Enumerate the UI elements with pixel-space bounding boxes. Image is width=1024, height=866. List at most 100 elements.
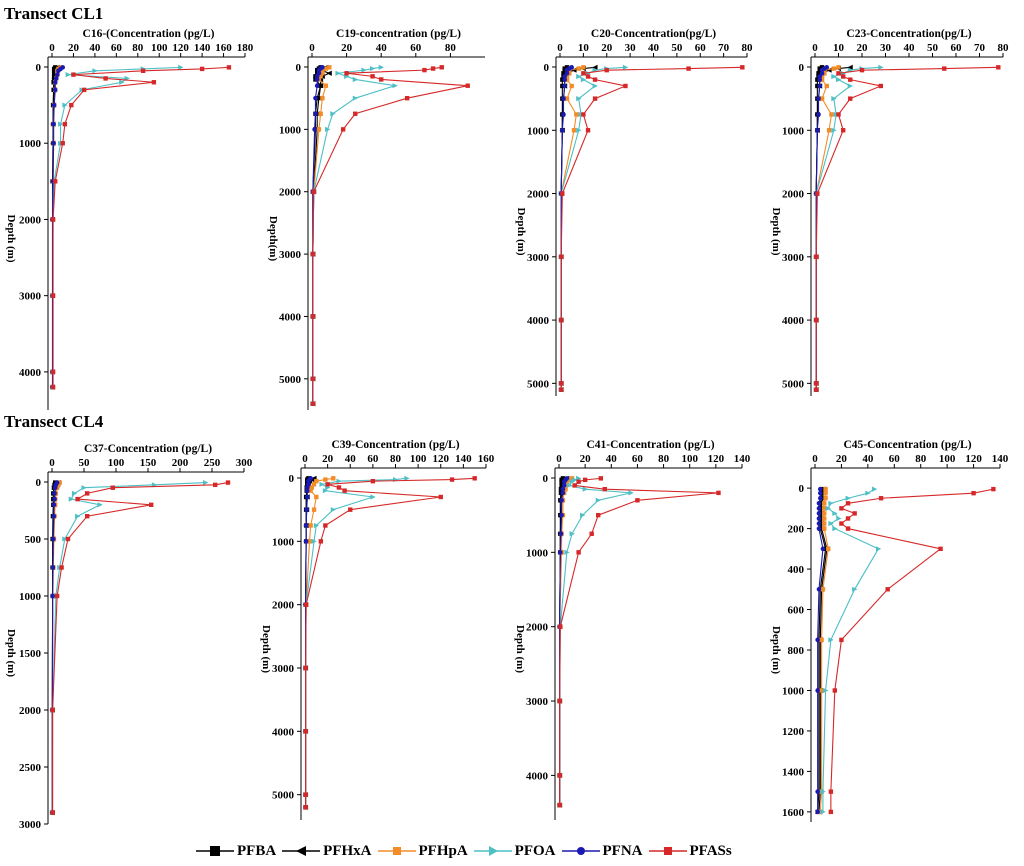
data-point-pfass (596, 512, 601, 518)
y-tick-label: 2000 (526, 622, 549, 634)
data-point-pfhpa (311, 507, 317, 512)
y-tick-label: 3000 (527, 252, 550, 264)
data-point-pfoa (836, 77, 842, 83)
data-point-pfna (564, 67, 570, 73)
data-point-pfass (848, 77, 853, 82)
series-line-pfass (560, 66, 743, 390)
data-point-pfass (971, 490, 976, 496)
y-tick-label: 1000 (19, 591, 42, 603)
data-point-pfhpa (819, 688, 824, 693)
chart-c4: C37-Concentration (pg/L) 0 50 100 150 200 250 3… (5, 443, 253, 831)
data-point-pfhpa (822, 501, 827, 506)
data-point-pfass (602, 486, 607, 492)
data-point-pfhxa (592, 64, 598, 70)
data-point-pfoa (828, 520, 834, 527)
data-point-pfass (558, 387, 564, 392)
x-tick-label: 20 (322, 453, 334, 465)
data-point-pfass (585, 74, 591, 79)
data-point-pfhpa (318, 111, 323, 116)
data-point-pfass (140, 68, 146, 74)
y-tick-label: 0 (544, 62, 550, 74)
data-point-pfna (303, 539, 309, 544)
data-point-pfna (52, 79, 58, 85)
x-tick-label: 120 (433, 453, 450, 465)
data-point-pfass (103, 76, 108, 81)
data-point-pfoa (370, 494, 376, 500)
series-line-pfoa (51, 482, 206, 813)
y-tick-label: 4000 (19, 367, 42, 379)
data-point-pfna (816, 511, 822, 516)
legend: PFBA PFHxA PFHpA PFOA PFNA PFASs (196, 840, 738, 862)
data-point-pfass (303, 805, 308, 810)
data-point-pfna (816, 526, 822, 531)
y-tick-label: 500 (25, 534, 42, 546)
x-tick-label: 140 (194, 42, 211, 54)
x-tick-label: 100 (939, 453, 956, 465)
legend-item-pfba: PFBA (196, 843, 276, 860)
data-point-pfass (449, 477, 455, 482)
data-point-pfna (312, 127, 317, 132)
chart-c7: C45-Concentration (pg/L) 0 20 40 60 80 100 120 1… (770, 439, 1009, 822)
series-line-pfoa (305, 477, 407, 808)
legend-item-pfhpa: PFHpA (377, 843, 468, 860)
data-point-pfass (832, 688, 838, 693)
x-tick-label: 140 (455, 453, 472, 465)
chart-title: C45-Concentration (pg/L) (843, 439, 971, 451)
data-point-pfass (53, 179, 58, 184)
data-point-pfoa (566, 482, 573, 489)
data-point-pfoa (352, 95, 359, 101)
data-point-pfass (592, 77, 598, 82)
y-tick-label: 3000 (19, 819, 42, 831)
y-axis-label: Depth (m) (260, 625, 272, 673)
data-point-pfass (845, 516, 851, 521)
x-tick-label: 60 (111, 42, 123, 54)
data-point-pfoa (875, 546, 882, 552)
data-point-pfoa (311, 538, 317, 544)
data-point-pfass (303, 729, 308, 734)
y-tick-label: 0 (36, 62, 42, 74)
data-point-pfoa (595, 497, 602, 503)
data-point-pfna (303, 523, 309, 528)
x-tick-label: 0 (812, 453, 818, 465)
data-point-pfoa (580, 77, 587, 83)
data-point-pfass (71, 72, 76, 77)
data-point-pfass (581, 71, 586, 76)
data-point-pfass (54, 593, 60, 599)
data-point-pfass (623, 83, 628, 89)
x-tick-label: 20 (580, 453, 592, 465)
y-tick-label: 1000 (782, 125, 805, 137)
data-point-pfoa (325, 126, 331, 132)
data-point-pfass (85, 514, 90, 519)
data-point-pfass (878, 496, 884, 501)
data-point-pfhpa (822, 521, 827, 526)
data-point-pfna (562, 74, 567, 79)
y-tick-label: 1400 (782, 766, 805, 778)
x-tick-label: 250 (204, 457, 221, 469)
data-point-pfna (816, 112, 821, 117)
x-tick-label: 160 (478, 453, 495, 465)
data-point-pfna (816, 506, 822, 511)
y-tick-label: 3000 (782, 252, 805, 264)
series-line-pfass (559, 477, 719, 806)
data-point-pfass (430, 66, 436, 71)
x-tick-label: 40 (606, 453, 618, 465)
data-point-pfba (564, 65, 570, 70)
data-point-pfna (313, 111, 318, 117)
data-point-pfhpa (320, 95, 325, 101)
data-point-pfna (304, 485, 310, 490)
x-tick-label: 60 (410, 42, 422, 54)
y-axis-label: Depth (m) (770, 626, 782, 674)
series-line-pfass (52, 66, 229, 388)
data-point-pfoa (831, 96, 837, 102)
data-point-pfna (816, 500, 822, 506)
data-point-pfoa (203, 479, 209, 486)
y-tick-label: 0 (799, 483, 805, 495)
y-tick-label: 400 (788, 564, 805, 576)
data-point-pfoa (852, 586, 858, 592)
data-point-pfass (340, 127, 346, 132)
data-point-pfhpa (308, 523, 313, 528)
y-axis-label: Depth (m) (515, 208, 527, 256)
chart-title: C20-Concentration(pg/L) (591, 28, 716, 40)
data-point-pfass (828, 809, 834, 815)
data-point-pfoa (592, 83, 598, 89)
